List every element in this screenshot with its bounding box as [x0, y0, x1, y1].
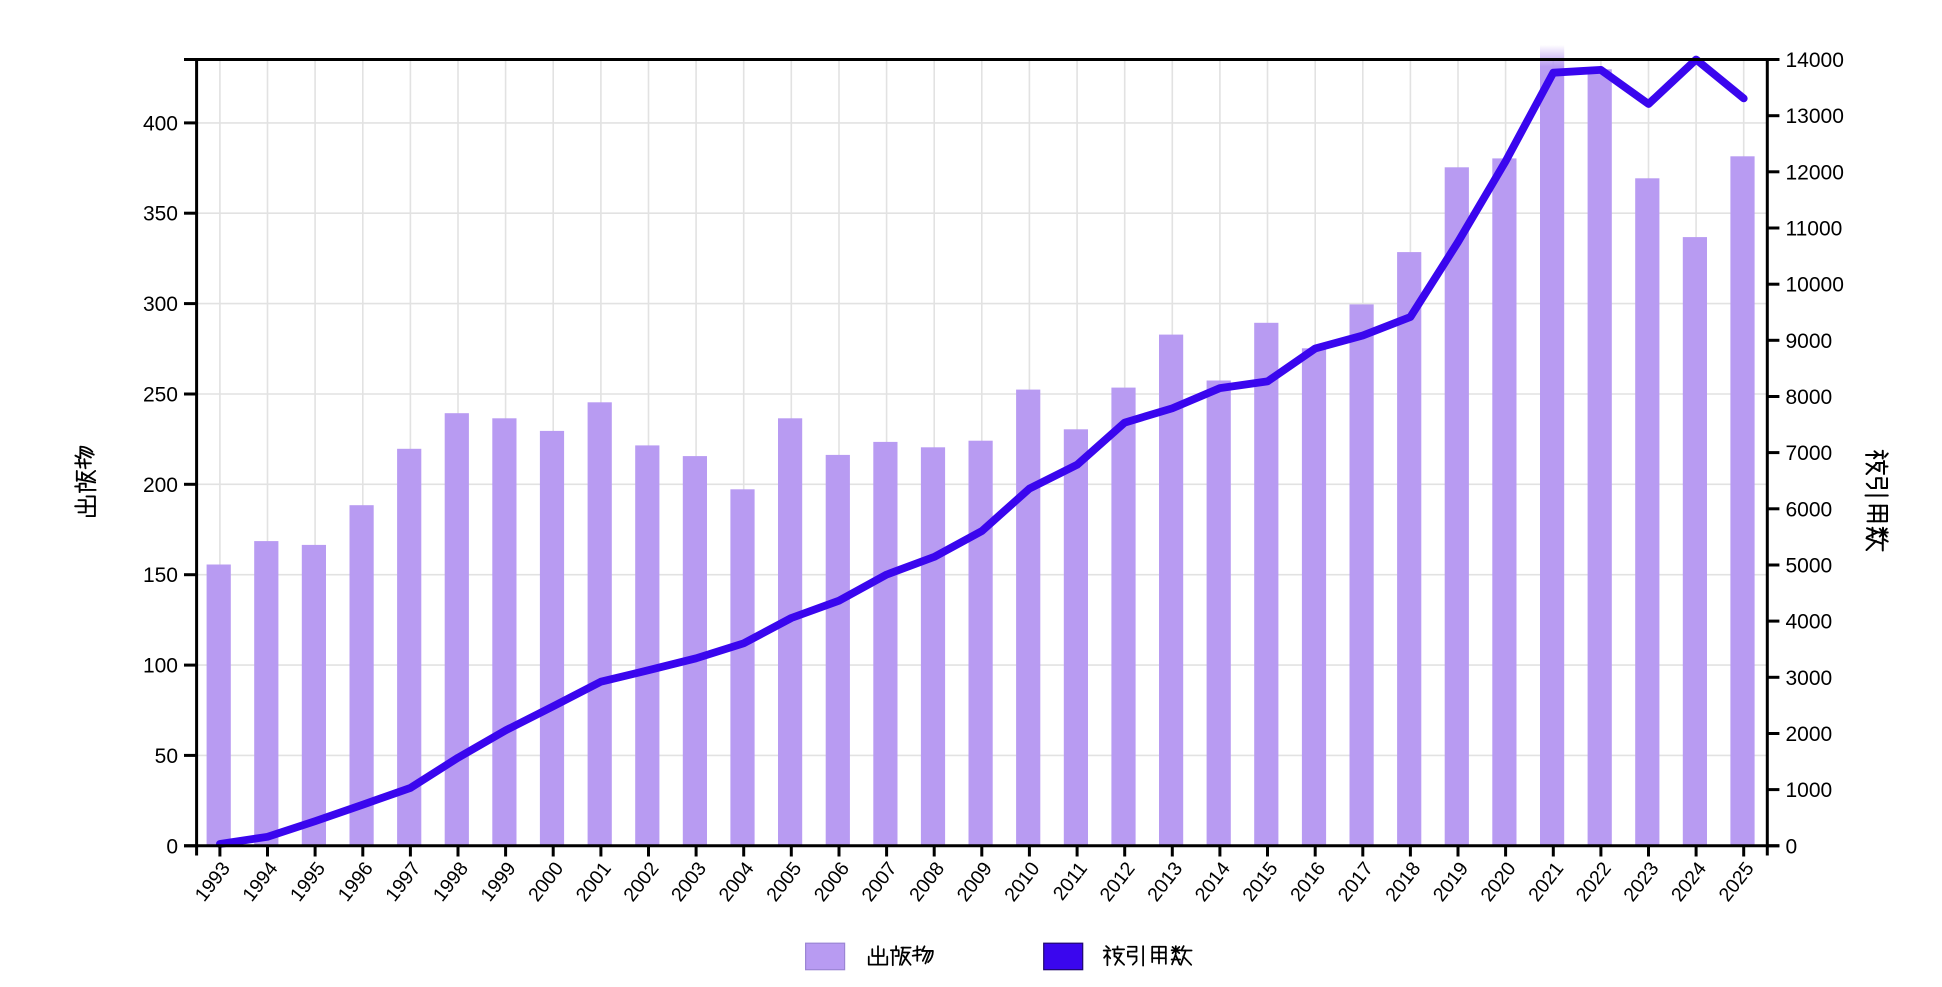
svg-text:250: 250: [143, 384, 178, 407]
svg-text:1000: 1000: [1786, 779, 1833, 802]
svg-text:400: 400: [143, 112, 178, 135]
svg-text:3000: 3000: [1786, 667, 1833, 690]
svg-text:10000: 10000: [1786, 274, 1844, 297]
svg-text:13000: 13000: [1786, 105, 1844, 128]
svg-text:200: 200: [143, 474, 178, 497]
svg-text:14000: 14000: [1786, 49, 1844, 72]
svg-text:100: 100: [143, 655, 178, 678]
svg-text:6000: 6000: [1786, 498, 1833, 521]
svg-text:11000: 11000: [1786, 218, 1843, 241]
svg-text:9000: 9000: [1786, 330, 1833, 353]
svg-text:7000: 7000: [1786, 442, 1833, 465]
svg-text:150: 150: [143, 564, 178, 587]
svg-text:0: 0: [1786, 835, 1798, 858]
svg-text:50: 50: [155, 745, 178, 768]
svg-text:350: 350: [143, 203, 178, 226]
svg-text:300: 300: [143, 293, 178, 316]
svg-text:2000: 2000: [1786, 723, 1833, 746]
svg-text:0: 0: [166, 835, 178, 858]
svg-text:5000: 5000: [1786, 555, 1833, 578]
svg-text:8000: 8000: [1786, 386, 1833, 409]
svg-text:4000: 4000: [1786, 611, 1833, 634]
svg-text:12000: 12000: [1786, 161, 1844, 184]
